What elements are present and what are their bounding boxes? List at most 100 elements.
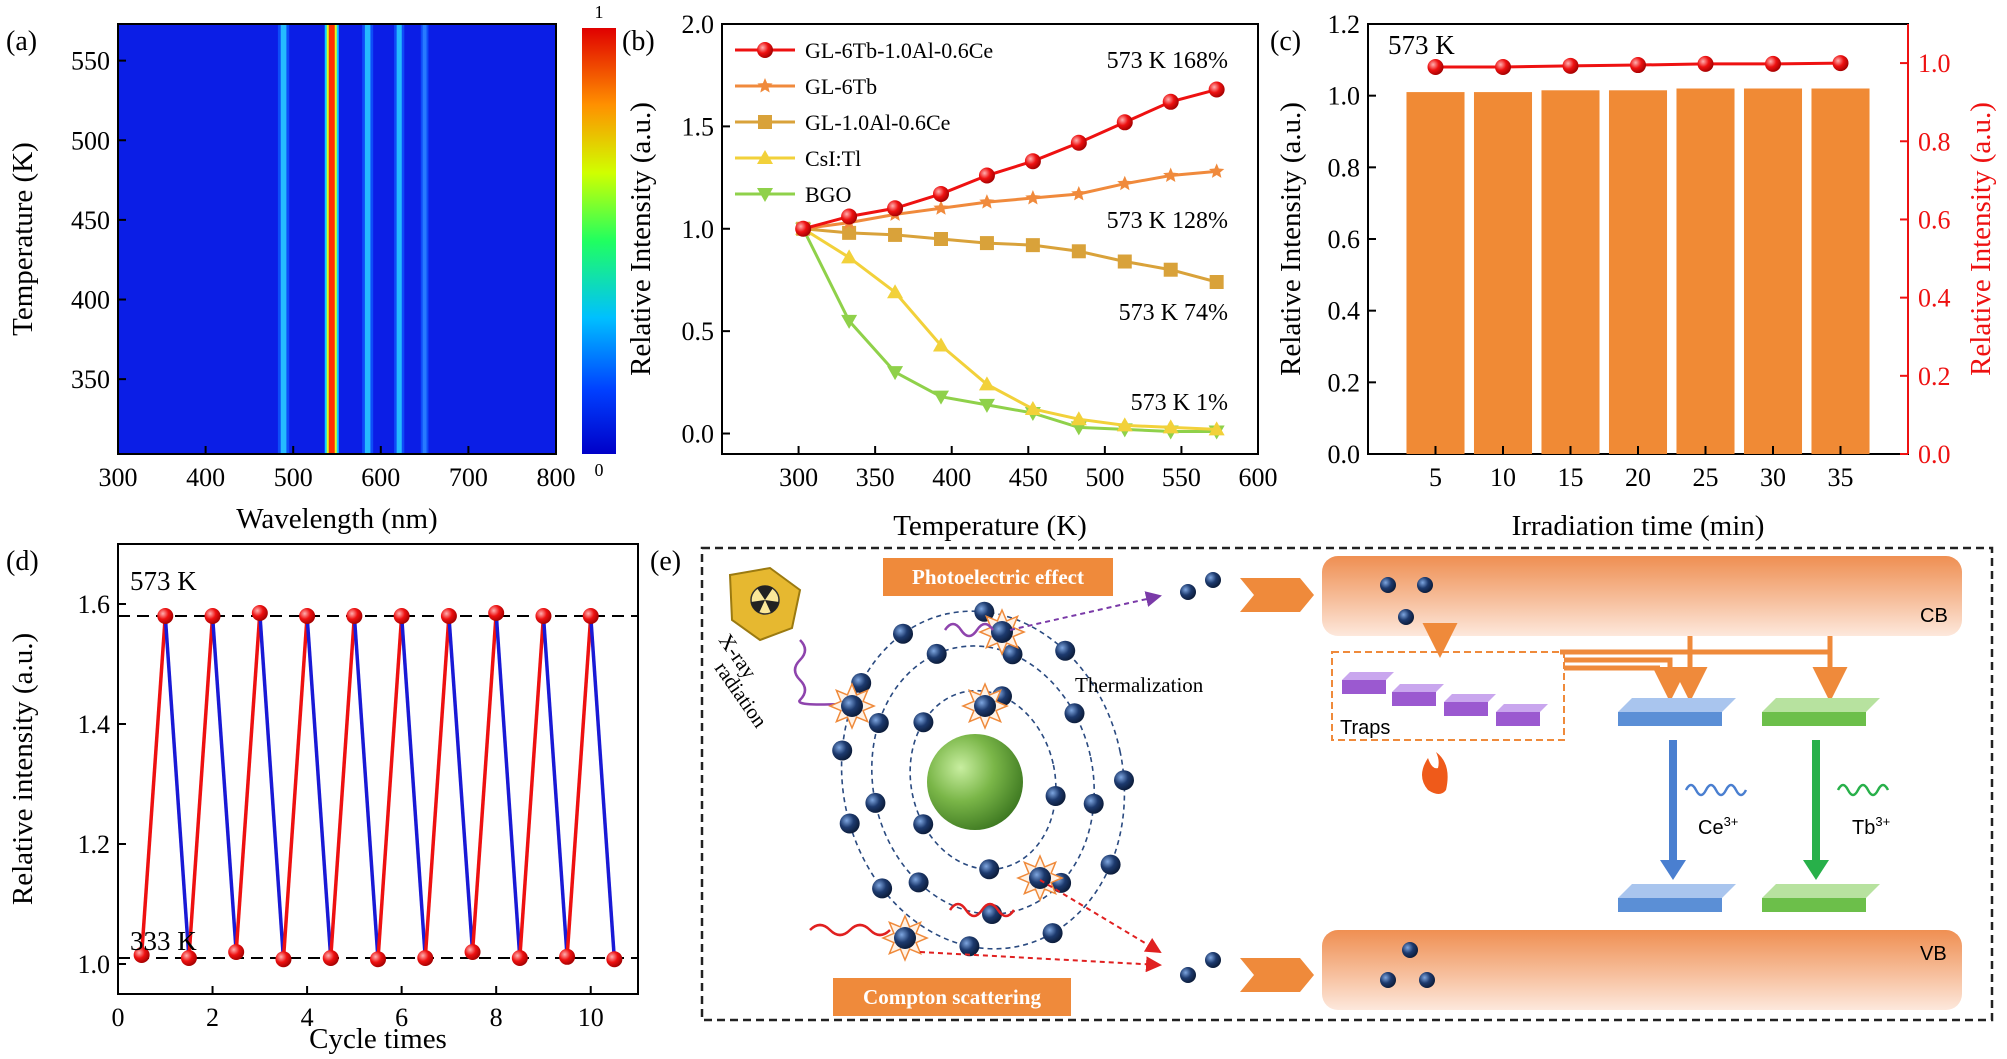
ce-ground-level	[1618, 898, 1722, 912]
y-tick-label: 0.5	[682, 317, 715, 346]
panel-label-b: (b)	[622, 26, 655, 57]
heating-segment	[518, 615, 546, 959]
data-point	[757, 42, 773, 58]
legend-label: GL-1.0Al-0.6Ce	[805, 110, 950, 135]
cooling-segment	[447, 615, 475, 953]
data-point	[1163, 262, 1178, 277]
label-333k: 333 K	[130, 926, 197, 956]
emission-band	[364, 24, 371, 454]
plot-d-frame	[117, 543, 639, 995]
cb-electron	[1417, 577, 1433, 593]
data-point	[842, 225, 857, 240]
free-electron	[1180, 584, 1196, 600]
nucleus	[927, 734, 1023, 830]
data-point	[887, 366, 904, 381]
ejected-electron	[991, 621, 1013, 643]
annotation-74: 573 K 74%	[1119, 300, 1228, 326]
data-point	[978, 167, 995, 184]
electron	[1045, 786, 1066, 806]
y-tick-label: 0.8	[1328, 153, 1361, 182]
y-tick-label: 1.0	[1328, 82, 1361, 111]
data-point	[1562, 57, 1579, 74]
plot-d-series	[118, 605, 638, 968]
heating-segment	[234, 612, 262, 953]
transfer-arrows	[1422, 623, 1848, 702]
annotation-128: 573 K 128%	[1107, 208, 1228, 234]
data-point	[978, 376, 995, 391]
right-y-tick-label: 0.4	[1918, 284, 1951, 313]
x-tick-label: 15	[1558, 463, 1584, 492]
series-line	[803, 227, 1218, 284]
electron	[926, 643, 947, 664]
data-point	[535, 608, 552, 624]
vb-label: VB	[1920, 943, 1947, 965]
data-point	[464, 944, 481, 960]
heating-segment	[470, 612, 498, 953]
x-tick-label: 2	[206, 1003, 219, 1032]
free-electron	[1180, 967, 1196, 983]
emission-band	[422, 24, 427, 454]
y-tick-label: 400	[71, 286, 110, 315]
x-tick-label: 300	[99, 463, 138, 492]
plot-c-y-label: Relative Intensity (a.u.)	[1275, 102, 1307, 376]
series-line	[802, 169, 1217, 231]
cb-chevron	[1240, 578, 1314, 612]
data-point	[1025, 238, 1040, 253]
ejected-electron	[841, 695, 863, 717]
y-tick-label: 500	[71, 126, 110, 155]
data-point	[1025, 190, 1041, 205]
data-point	[979, 236, 994, 251]
tb-emission-wave	[1836, 783, 1890, 797]
electron	[1042, 923, 1063, 944]
data-point	[606, 951, 623, 968]
cooling-segment	[541, 615, 569, 957]
tb-ground-level	[1762, 898, 1866, 912]
data-point	[1163, 167, 1179, 182]
data-point	[1427, 59, 1444, 75]
y-tick-label: 450	[71, 206, 110, 235]
x-tick-label: 30	[1760, 463, 1786, 492]
right-y-tick-label: 0.0	[1918, 440, 1951, 469]
plot-d-x-label: Cycle times	[309, 1023, 447, 1055]
data-point	[933, 232, 948, 246]
emission-band	[280, 24, 287, 454]
electron	[913, 814, 934, 835]
panel-c: (c) 5 10 15 20 25 30 35 0.0 0.2 0.4 0.6 0.8 1.0 1.2 0.…	[1270, 10, 1997, 542]
bar	[1406, 92, 1465, 454]
data-point	[1162, 93, 1179, 110]
ce-emission-wave	[1684, 783, 1748, 797]
x-tick-label: 350	[856, 463, 895, 492]
data-point	[1070, 411, 1087, 426]
annotation-1: 573 K 1%	[1131, 390, 1228, 416]
cooling-segment	[494, 612, 522, 959]
bar	[1676, 88, 1735, 454]
data-point	[932, 337, 949, 352]
colorbar-max-label: 1	[595, 2, 604, 22]
legend-label: GL-6Tb-1.0Al-0.6Ce	[805, 38, 993, 63]
x-tick-label: 35	[1828, 463, 1854, 492]
cb-label: CB	[1920, 605, 1948, 627]
x-tick-label: 500	[274, 463, 313, 492]
ce-ground-level-top	[1618, 884, 1736, 898]
y-tick-label: 1.2	[78, 830, 111, 859]
tb-label: Tb3+	[1852, 814, 1890, 839]
x-tick-label: 300	[779, 463, 818, 492]
bar	[1743, 88, 1803, 454]
photoelectric-box	[883, 558, 1113, 596]
vb-chevron	[1240, 958, 1314, 992]
heatmap-x-label: Wavelength (nm)	[236, 503, 437, 535]
y-tick-label: 1.5	[682, 112, 715, 141]
heating-segment	[565, 615, 593, 957]
heatmap-ticks: 300 400 500 600 700 800 350 400 450 500 550	[71, 47, 576, 492]
free-electron	[1205, 952, 1221, 968]
data-point	[1832, 55, 1849, 72]
data-point	[887, 200, 904, 217]
data-point	[275, 951, 292, 968]
electron	[872, 878, 893, 899]
cb-electron	[1398, 609, 1414, 625]
colorbar	[582, 28, 616, 454]
electron	[851, 673, 872, 693]
legend-label: CsI:Tl	[805, 146, 861, 171]
tb-excited-level	[1762, 712, 1866, 726]
label-573k: 573 K	[130, 566, 197, 596]
